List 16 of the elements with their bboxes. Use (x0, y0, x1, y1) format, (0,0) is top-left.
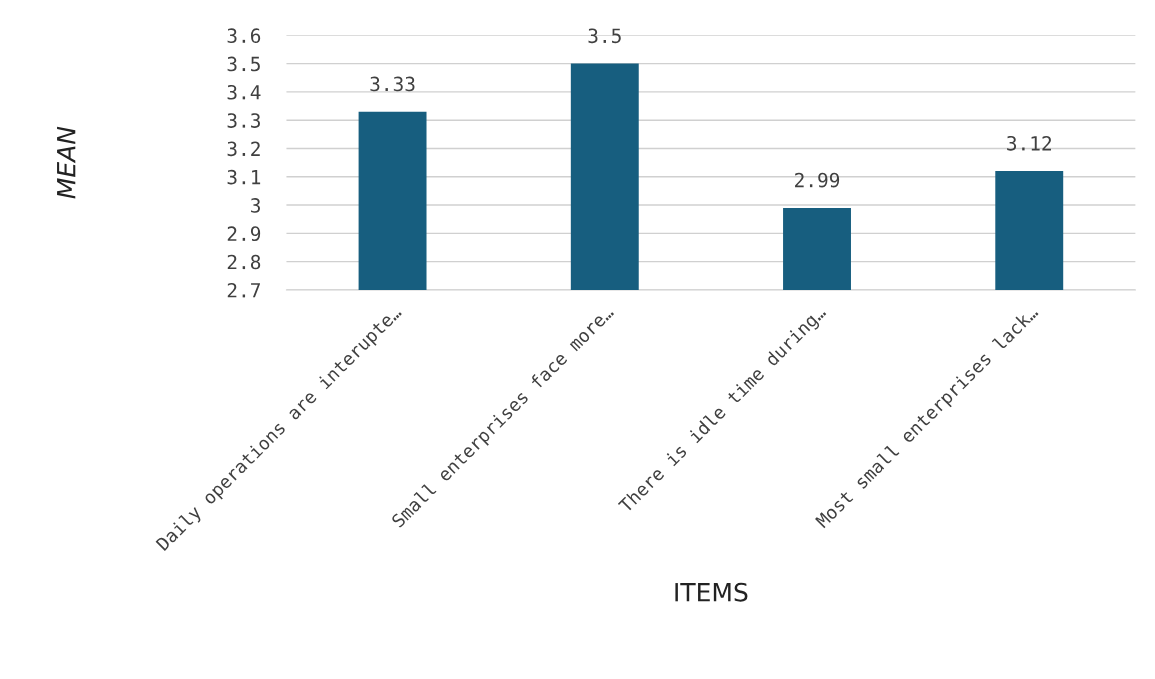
data-label: 3.5 (588, 28, 621, 44)
y-tick-label: 2.9 (227, 226, 261, 242)
y-tick-label: 3 (251, 198, 260, 213)
y-axis-title: MEAN (57, 126, 76, 199)
y-tick-label: 3.1 (227, 169, 261, 185)
y-tick-label: 3.5 (227, 56, 260, 72)
y-tick-label: 3.4 (227, 84, 261, 100)
y-tick-label: 2.7 (227, 282, 260, 298)
data-label: 3.33 (370, 76, 415, 92)
x-axis-title: ITEMS (675, 582, 748, 602)
data-label: 2.99 (795, 172, 840, 188)
y-tick-label: 3.3 (227, 113, 260, 128)
y-tick-label: 3.6 (227, 28, 261, 44)
data-label: 3.12 (1007, 135, 1052, 151)
y-tick-label: 3.2 (227, 141, 260, 157)
y-tick-label: 2.8 (227, 254, 261, 270)
